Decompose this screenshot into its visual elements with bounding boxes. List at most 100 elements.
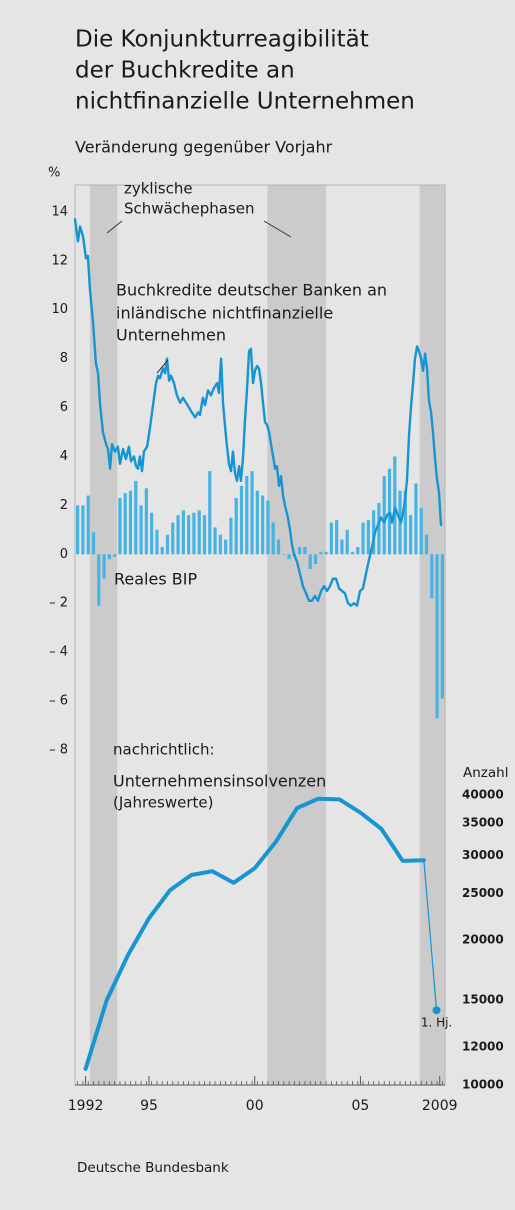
bar [165,534,170,555]
connector [423,860,438,1011]
y-tick-label: – 4 [49,645,68,660]
bar [192,512,196,555]
bar [403,490,407,555]
bar [245,476,249,555]
y-tick-label: 2 [60,498,68,513]
bar [271,522,275,555]
y-tick-label: 0 [60,547,68,562]
bar [208,471,212,555]
x-tick-label: 00 [246,1098,264,1114]
bar [414,483,418,555]
series-label: Buchkredite deutscher Banken an [116,281,387,300]
x-tick-label: 1992 [68,1098,104,1114]
series-label: Reales BIP [114,570,197,589]
bar [155,529,159,555]
bar [102,554,106,579]
bar [239,485,244,555]
y-tick-label: – 8 [49,742,68,757]
bar [372,510,376,555]
y-tick-label: 12 [51,253,68,268]
point [432,1006,441,1015]
bar [134,480,138,555]
y2-tick-label: 15000 [462,993,504,1007]
line [73,218,443,607]
bar [202,515,207,555]
bar [81,505,85,555]
bar [435,554,439,719]
bar [118,498,122,555]
bar [298,546,302,555]
pointer-line [263,220,292,238]
bar [350,551,355,555]
bar [229,517,233,555]
title-line: nichtfinanzielle Unternehmen [75,89,415,115]
bar [313,554,318,565]
marks [73,218,444,1071]
bar [356,546,360,555]
bar [266,500,270,555]
bar [335,520,339,555]
bar [366,520,370,555]
bar [282,554,286,555]
series-label: Unternehmen [116,326,226,345]
y2-tick-label: 12000 [462,1039,504,1053]
bar [387,468,392,555]
y-axis-label: % [48,166,60,181]
y2-tick-label: 30000 [462,848,504,862]
bar [113,554,117,557]
y2-tick-label: 35000 [462,816,504,830]
bar [128,490,133,555]
y-tick-label: – 6 [49,694,68,709]
point-label: 1. Hj. [421,1016,452,1030]
bar [261,495,265,555]
bar [409,515,413,555]
title-line: Die Konjunkturreagibilität [75,27,369,53]
bar [382,476,386,555]
pointer-line [156,359,169,374]
bar [308,554,312,569]
y2-tick-label: 10000 [462,1078,504,1092]
source: Deutsche Bundesbank [77,1160,229,1176]
y-tick-label: – 2 [49,596,68,611]
y2-tick-label: 40000 [462,788,504,802]
series-label: inländische nichtfinanzielle [116,304,333,323]
bar [340,539,344,555]
annotation: zyklische [124,180,193,198]
bar [181,510,185,555]
bar [171,522,175,555]
bar [123,493,127,555]
bar [303,546,307,555]
x-tick-label: 2009 [422,1098,458,1114]
bar [329,522,333,555]
bar [287,554,291,560]
bar [197,510,201,555]
bar [213,527,217,555]
series-label: Unternehmensinsolvenzen [113,772,326,791]
line [83,796,426,1071]
annotation: (Jahreswerte) [113,794,213,812]
bar [139,505,143,555]
bar [276,539,281,555]
bar [144,488,148,555]
y-tick-label: 4 [60,449,68,464]
y2-axis-label: Anzahl [463,765,508,781]
title-line: der Buchkredite an [75,58,295,84]
y-tick-label: 10 [51,302,68,317]
bar [377,502,381,555]
bar [424,534,429,555]
bar [107,554,111,560]
bar [234,498,238,555]
annotation: nachrichtlich: [113,741,215,759]
bar [319,551,323,555]
y-tick-label: 6 [60,400,68,415]
x-tick-label: 05 [352,1098,370,1114]
pointer-line [106,220,123,234]
subtitle: Veränderung gegenüber Vorjahr [75,138,333,157]
bar [150,512,154,555]
bar [76,505,80,555]
bar [176,515,180,555]
y2-tick-label: 25000 [462,886,504,900]
bar [393,456,397,555]
bar [218,534,222,555]
